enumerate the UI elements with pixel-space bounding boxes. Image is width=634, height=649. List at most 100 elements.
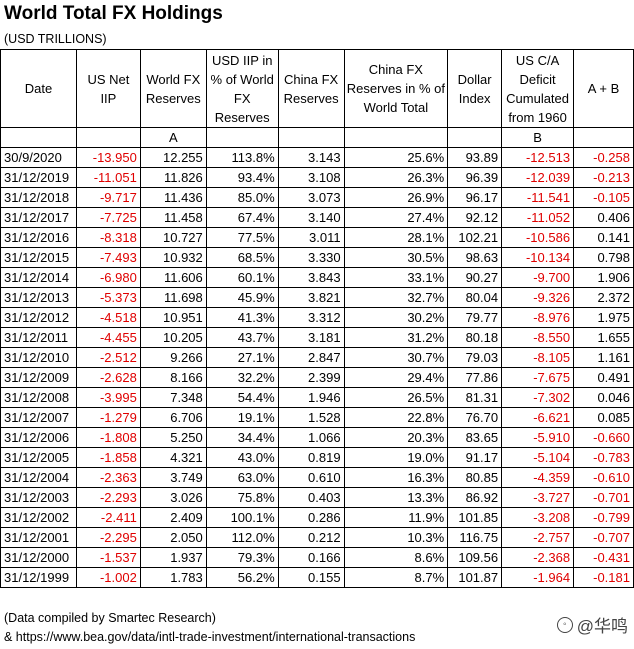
value-cell: 0.491 [573, 367, 634, 388]
value-cell: 3.108 [277, 167, 345, 188]
date-cell: 30/9/2020 [0, 147, 77, 168]
value-cell: 96.39 [447, 167, 503, 188]
value-cell: 1.946 [277, 387, 345, 408]
value-cell: -2.512 [75, 347, 141, 368]
value-cell: 32.7% [343, 287, 449, 308]
value-cell: 100.1% [205, 507, 279, 528]
value-cell: 113.8% [205, 147, 279, 168]
fx-holdings-table: Date US Net IIP World FX Reserves USD IIP i… [0, 49, 634, 588]
table-row: 31/12/2010 -2.512 9.266 27.1% 2.847 30.7% 79.0… [0, 347, 634, 368]
value-cell: 31.2% [343, 327, 449, 348]
value-cell: 0.046 [573, 387, 634, 408]
value-cell: 3.312 [277, 307, 345, 328]
value-cell: -3.727 [501, 487, 575, 508]
column-header: China FX Reserves [277, 49, 345, 128]
value-cell: -6.980 [75, 267, 141, 288]
table-row: 31/12/2013 -5.373 11.698 45.9% 3.821 32.7% 80.… [0, 287, 634, 308]
table-row: 31/12/2018 -9.717 11.436 85.0% 3.073 26.9% 96.… [0, 187, 634, 208]
value-cell: -7.725 [75, 207, 141, 228]
source-link[interactable]: & https://www.bea.gov/data/intl-trade-in… [4, 630, 416, 644]
value-cell: 3.749 [139, 467, 207, 488]
value-cell: 0.819 [277, 447, 345, 468]
value-cell: -1.002 [75, 567, 141, 588]
value-cell: 11.698 [139, 287, 207, 308]
value-cell: 56.2% [205, 567, 279, 588]
value-cell: -0.660 [573, 427, 634, 448]
date-cell: 31/12/2018 [0, 187, 77, 208]
value-cell: 22.8% [343, 407, 449, 428]
value-cell: -10.586 [501, 227, 575, 248]
value-cell: 77.86 [447, 367, 503, 388]
value-cell: 28.1% [343, 227, 449, 248]
date-cell: 31/12/2008 [0, 387, 77, 408]
value-cell: 2.409 [139, 507, 207, 528]
value-cell: 98.63 [447, 247, 503, 268]
value-cell: 0.286 [277, 507, 345, 528]
table-row: 31/12/2001 -2.295 2.050 112.0% 0.212 10.3% 116… [0, 527, 634, 548]
value-cell: 10.205 [139, 327, 207, 348]
table-row: 31/12/2019 -11.051 11.826 93.4% 3.108 26.3% 96… [0, 167, 634, 188]
value-cell: -4.455 [75, 327, 141, 348]
date-cell: 31/12/2003 [0, 487, 77, 508]
column-header: Date [0, 49, 77, 128]
value-cell: 92.12 [447, 207, 503, 228]
date-cell: 31/12/2016 [0, 227, 77, 248]
value-cell: -11.051 [75, 167, 141, 188]
table-row: 31/12/2009 -2.628 8.166 32.2% 2.399 29.4% 77.8… [0, 367, 634, 388]
value-cell: -2.293 [75, 487, 141, 508]
column-marker [573, 127, 634, 148]
value-cell: 33.1% [343, 267, 449, 288]
value-cell: -8.318 [75, 227, 141, 248]
date-cell: 31/12/2001 [0, 527, 77, 548]
value-cell: 0.406 [573, 207, 634, 228]
value-cell: 79.77 [447, 307, 503, 328]
value-cell: 85.0% [205, 187, 279, 208]
date-cell: 31/12/2000 [0, 547, 77, 568]
value-cell: 11.606 [139, 267, 207, 288]
value-cell: 1.975 [573, 307, 634, 328]
value-cell: 13.3% [343, 487, 449, 508]
value-cell: 83.65 [447, 427, 503, 448]
value-cell: 90.27 [447, 267, 503, 288]
value-cell: 11.458 [139, 207, 207, 228]
value-cell: 1.906 [573, 267, 634, 288]
units-subtitle: (USD TRILLIONS) [4, 32, 107, 46]
value-cell: 3.821 [277, 287, 345, 308]
value-cell: 11.826 [139, 167, 207, 188]
value-cell: -5.104 [501, 447, 575, 468]
value-cell: -0.707 [573, 527, 634, 548]
value-cell: 3.143 [277, 147, 345, 168]
column-header: Dollar Index [447, 49, 503, 128]
value-cell: 45.9% [205, 287, 279, 308]
value-cell: 93.89 [447, 147, 503, 168]
value-cell: 86.92 [447, 487, 503, 508]
value-cell: 3.011 [277, 227, 345, 248]
value-cell: 3.073 [277, 187, 345, 208]
table-row: 31/12/2000 -1.537 1.937 79.3% 0.166 8.6% 109.5… [0, 547, 634, 568]
value-cell: 27.1% [205, 347, 279, 368]
value-cell: 101.85 [447, 507, 503, 528]
value-cell: 26.3% [343, 167, 449, 188]
date-cell: 31/12/2004 [0, 467, 77, 488]
value-cell: -7.302 [501, 387, 575, 408]
header-row: Date US Net IIP World FX Reserves USD IIP i… [0, 49, 634, 128]
table-row: 31/12/2008 -3.995 7.348 54.4% 1.946 26.5% 81.3… [0, 387, 634, 408]
date-cell: 31/12/2017 [0, 207, 77, 228]
value-cell: 96.17 [447, 187, 503, 208]
table-row: 31/12/2015 -7.493 10.932 68.5% 3.330 30.5% 98.… [0, 247, 634, 268]
value-cell: 1.161 [573, 347, 634, 368]
value-cell: -0.213 [573, 167, 634, 188]
table-row: 31/12/2012 -4.518 10.951 41.3% 3.312 30.2% 79.… [0, 307, 634, 328]
value-cell: 43.0% [205, 447, 279, 468]
share-circle-icon: ◦ [556, 616, 573, 633]
value-cell: -9.700 [501, 267, 575, 288]
value-cell: -9.717 [75, 187, 141, 208]
value-cell: 0.212 [277, 527, 345, 548]
value-cell: 43.7% [205, 327, 279, 348]
value-cell: 8.7% [343, 567, 449, 588]
value-cell: 3.026 [139, 487, 207, 508]
value-cell: -2.295 [75, 527, 141, 548]
value-cell: 93.4% [205, 167, 279, 188]
table-body: 30/9/2020 -13.950 12.255 113.8% 3.143 25.6% 93… [0, 147, 634, 588]
value-cell: 0.798 [573, 247, 634, 268]
